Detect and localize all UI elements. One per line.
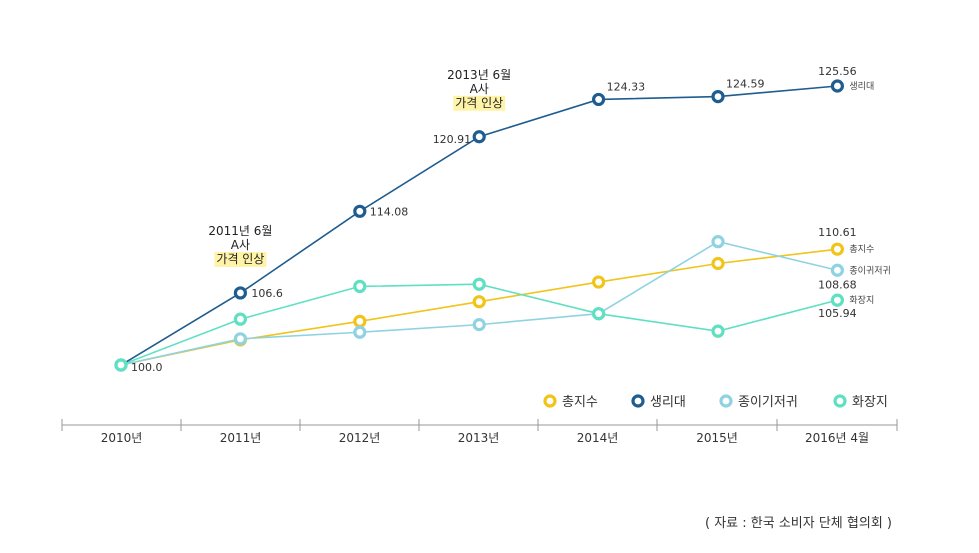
series-end-label: 총지수 bbox=[849, 244, 874, 255]
annotation-line: A사 bbox=[231, 238, 250, 252]
series-end-label: 종이귀저귀 bbox=[849, 265, 890, 276]
series-point-2 bbox=[830, 263, 845, 277]
data-label: 100.0 bbox=[131, 361, 163, 374]
annotation-line: 2011년 6월 bbox=[208, 224, 272, 238]
data-label: 124.33 bbox=[607, 80, 646, 93]
data-label: 106.6 bbox=[251, 287, 283, 300]
x-tick-label: 2015년 bbox=[696, 431, 738, 445]
x-tick-label: 2013년 bbox=[458, 431, 500, 445]
series-point-0 bbox=[472, 295, 486, 309]
series-point-2 bbox=[353, 325, 367, 339]
annotation-line: 가격 인상 bbox=[216, 252, 264, 266]
series-points bbox=[114, 79, 845, 372]
data-label: 124.59 bbox=[726, 78, 765, 91]
series-point-3 bbox=[591, 307, 606, 321]
data-label: 108.68 bbox=[818, 278, 857, 291]
series-point-0 bbox=[353, 314, 367, 328]
x-tick-label: 2011년 bbox=[220, 431, 262, 445]
series-point-3 bbox=[830, 293, 845, 307]
series-point-1 bbox=[472, 130, 486, 144]
legend-marker bbox=[719, 394, 733, 408]
x-tick-label: 2014년 bbox=[577, 431, 619, 445]
x-tick-label: 2016년 4월 bbox=[805, 431, 869, 445]
x-tick-label: 2012년 bbox=[339, 431, 381, 445]
legend-marker bbox=[543, 394, 557, 408]
legend-label: 총지수 bbox=[562, 395, 598, 410]
annotation-highlight bbox=[214, 251, 267, 267]
legend-marker bbox=[833, 394, 847, 408]
series-point-1 bbox=[233, 286, 247, 300]
series-end-label: 화장지 bbox=[849, 295, 874, 306]
legend: 총지수 생리대 종이기저귀 화장지 bbox=[543, 394, 888, 410]
series-point-1 bbox=[353, 204, 367, 218]
series-point-1 bbox=[830, 79, 845, 93]
data-label: 120.91 bbox=[433, 133, 472, 146]
legend-label: 생리대 bbox=[650, 395, 686, 410]
annotation-line: 2013년 6월 bbox=[447, 68, 511, 82]
series-point-3 bbox=[711, 324, 725, 338]
x-tick-label: 2010년 bbox=[101, 431, 143, 445]
series-point-3 bbox=[353, 279, 367, 294]
source-note: ( 자료 : 한국 소비자 단체 협의회 ) bbox=[705, 516, 892, 531]
series-point-0 bbox=[591, 275, 606, 289]
data-label: 110.61 bbox=[818, 226, 857, 239]
series-point-3 bbox=[233, 312, 247, 326]
series-point-0 bbox=[830, 242, 845, 256]
annotation-line: 가격 인상 bbox=[455, 96, 503, 110]
series-point-3 bbox=[472, 277, 486, 291]
legend-label: 화장지 bbox=[852, 395, 888, 410]
series-point-2 bbox=[233, 332, 247, 346]
x-axis: 2010년 2011년 2012년 2013년 2014년 2015년 2016년 4월 bbox=[61, 419, 898, 445]
annotation-highlight bbox=[453, 95, 506, 111]
data-label: 125.56 bbox=[818, 65, 857, 78]
series-point-1 bbox=[591, 92, 606, 107]
annotation-line: A사 bbox=[470, 82, 489, 96]
data-label: 114.08 bbox=[370, 205, 409, 218]
series-point-2 bbox=[711, 235, 725, 249]
series-point-1 bbox=[711, 89, 725, 104]
series-point-0 bbox=[711, 256, 725, 271]
data-labels: 110.61 총지수 100.0 106.6 114.08 120.91 124.33 124… bbox=[131, 65, 891, 374]
legend-marker bbox=[631, 394, 645, 408]
series-end-label: 생리대 bbox=[849, 81, 874, 92]
series-point-2 bbox=[472, 318, 486, 332]
legend-label: 종이기저귀 bbox=[738, 395, 798, 410]
series-point-1 bbox=[114, 358, 128, 372]
data-label: 105.94 bbox=[818, 307, 857, 320]
